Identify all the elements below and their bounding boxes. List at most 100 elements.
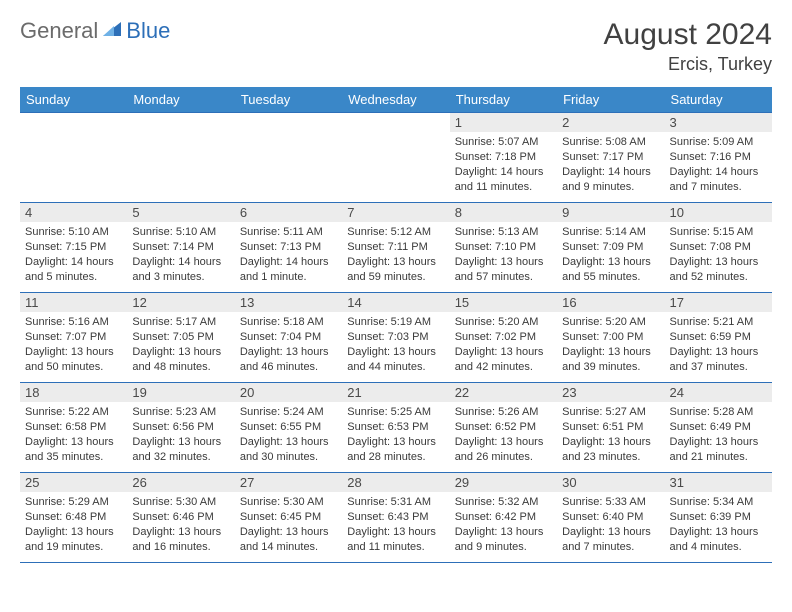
- day-number: 18: [20, 383, 127, 402]
- weekday-header: Tuesday: [235, 87, 342, 113]
- day-details: Sunrise: 5:08 AMSunset: 7:17 PMDaylight:…: [557, 132, 664, 196]
- calendar-row: 18Sunrise: 5:22 AMSunset: 6:58 PMDayligh…: [20, 383, 772, 473]
- calendar-cell: 16Sunrise: 5:20 AMSunset: 7:00 PMDayligh…: [557, 293, 664, 383]
- day-number: 24: [665, 383, 772, 402]
- calendar-cell: 23Sunrise: 5:27 AMSunset: 6:51 PMDayligh…: [557, 383, 664, 473]
- day-number: 13: [235, 293, 342, 312]
- calendar-cell: 7Sunrise: 5:12 AMSunset: 7:11 PMDaylight…: [342, 203, 449, 293]
- day-number: 2: [557, 113, 664, 132]
- weekday-header: Sunday: [20, 87, 127, 113]
- day-number: 5: [127, 203, 234, 222]
- weekday-header-row: Sunday Monday Tuesday Wednesday Thursday…: [20, 87, 772, 113]
- day-details: Sunrise: 5:12 AMSunset: 7:11 PMDaylight:…: [342, 222, 449, 286]
- day-number: 27: [235, 473, 342, 492]
- day-number: 21: [342, 383, 449, 402]
- calendar-cell: 29Sunrise: 5:32 AMSunset: 6:42 PMDayligh…: [450, 473, 557, 563]
- day-details: Sunrise: 5:11 AMSunset: 7:13 PMDaylight:…: [235, 222, 342, 286]
- calendar-cell: 28Sunrise: 5:31 AMSunset: 6:43 PMDayligh…: [342, 473, 449, 563]
- day-details: Sunrise: 5:10 AMSunset: 7:14 PMDaylight:…: [127, 222, 234, 286]
- day-details: Sunrise: 5:16 AMSunset: 7:07 PMDaylight:…: [20, 312, 127, 376]
- day-number: 31: [665, 473, 772, 492]
- title-block: August 2024 Ercis, Turkey: [604, 18, 772, 75]
- day-number: 11: [20, 293, 127, 312]
- calendar-cell: 19Sunrise: 5:23 AMSunset: 6:56 PMDayligh…: [127, 383, 234, 473]
- calendar-cell: 13Sunrise: 5:18 AMSunset: 7:04 PMDayligh…: [235, 293, 342, 383]
- location: Ercis, Turkey: [604, 54, 772, 75]
- calendar-cell: [20, 113, 127, 203]
- calendar-cell: 26Sunrise: 5:30 AMSunset: 6:46 PMDayligh…: [127, 473, 234, 563]
- day-details: Sunrise: 5:13 AMSunset: 7:10 PMDaylight:…: [450, 222, 557, 286]
- day-number: 25: [20, 473, 127, 492]
- calendar-cell: 12Sunrise: 5:17 AMSunset: 7:05 PMDayligh…: [127, 293, 234, 383]
- day-details: Sunrise: 5:22 AMSunset: 6:58 PMDaylight:…: [20, 402, 127, 466]
- calendar-cell: 24Sunrise: 5:28 AMSunset: 6:49 PMDayligh…: [665, 383, 772, 473]
- calendar-body: 1Sunrise: 5:07 AMSunset: 7:18 PMDaylight…: [20, 113, 772, 563]
- calendar-cell: 31Sunrise: 5:34 AMSunset: 6:39 PMDayligh…: [665, 473, 772, 563]
- weekday-header: Friday: [557, 87, 664, 113]
- brand-triangle-icon: [103, 20, 123, 43]
- day-number: 17: [665, 293, 772, 312]
- day-details: Sunrise: 5:18 AMSunset: 7:04 PMDaylight:…: [235, 312, 342, 376]
- day-details: Sunrise: 5:21 AMSunset: 6:59 PMDaylight:…: [665, 312, 772, 376]
- day-details: Sunrise: 5:25 AMSunset: 6:53 PMDaylight:…: [342, 402, 449, 466]
- day-number: 8: [450, 203, 557, 222]
- day-details: Sunrise: 5:09 AMSunset: 7:16 PMDaylight:…: [665, 132, 772, 196]
- calendar-cell: 30Sunrise: 5:33 AMSunset: 6:40 PMDayligh…: [557, 473, 664, 563]
- day-details: Sunrise: 5:30 AMSunset: 6:46 PMDaylight:…: [127, 492, 234, 556]
- calendar-cell: 20Sunrise: 5:24 AMSunset: 6:55 PMDayligh…: [235, 383, 342, 473]
- calendar-row: 1Sunrise: 5:07 AMSunset: 7:18 PMDaylight…: [20, 113, 772, 203]
- calendar-cell: [342, 113, 449, 203]
- calendar-cell: 22Sunrise: 5:26 AMSunset: 6:52 PMDayligh…: [450, 383, 557, 473]
- day-details: Sunrise: 5:10 AMSunset: 7:15 PMDaylight:…: [20, 222, 127, 286]
- day-details: Sunrise: 5:20 AMSunset: 7:02 PMDaylight:…: [450, 312, 557, 376]
- calendar-cell: 5Sunrise: 5:10 AMSunset: 7:14 PMDaylight…: [127, 203, 234, 293]
- day-number: 15: [450, 293, 557, 312]
- brand-text-2: Blue: [126, 18, 170, 44]
- day-details: Sunrise: 5:31 AMSunset: 6:43 PMDaylight:…: [342, 492, 449, 556]
- day-number: 10: [665, 203, 772, 222]
- calendar-cell: 15Sunrise: 5:20 AMSunset: 7:02 PMDayligh…: [450, 293, 557, 383]
- month-title: August 2024: [604, 18, 772, 52]
- calendar-cell: 25Sunrise: 5:29 AMSunset: 6:48 PMDayligh…: [20, 473, 127, 563]
- day-details: Sunrise: 5:33 AMSunset: 6:40 PMDaylight:…: [557, 492, 664, 556]
- weekday-header: Monday: [127, 87, 234, 113]
- calendar-cell: 18Sunrise: 5:22 AMSunset: 6:58 PMDayligh…: [20, 383, 127, 473]
- brand-text-1: General: [20, 18, 98, 44]
- weekday-header: Saturday: [665, 87, 772, 113]
- day-number: 20: [235, 383, 342, 402]
- brand-logo: General Blue: [20, 18, 170, 44]
- day-number: 29: [450, 473, 557, 492]
- calendar-row: 25Sunrise: 5:29 AMSunset: 6:48 PMDayligh…: [20, 473, 772, 563]
- day-details: Sunrise: 5:28 AMSunset: 6:49 PMDaylight:…: [665, 402, 772, 466]
- day-number: 7: [342, 203, 449, 222]
- calendar-cell: 8Sunrise: 5:13 AMSunset: 7:10 PMDaylight…: [450, 203, 557, 293]
- day-details: Sunrise: 5:15 AMSunset: 7:08 PMDaylight:…: [665, 222, 772, 286]
- header: General Blue August 2024 Ercis, Turkey: [20, 18, 772, 75]
- day-number: 14: [342, 293, 449, 312]
- day-details: Sunrise: 5:20 AMSunset: 7:00 PMDaylight:…: [557, 312, 664, 376]
- day-number: 26: [127, 473, 234, 492]
- day-details: Sunrise: 5:26 AMSunset: 6:52 PMDaylight:…: [450, 402, 557, 466]
- day-number: 30: [557, 473, 664, 492]
- day-details: Sunrise: 5:17 AMSunset: 7:05 PMDaylight:…: [127, 312, 234, 376]
- calendar-row: 4Sunrise: 5:10 AMSunset: 7:15 PMDaylight…: [20, 203, 772, 293]
- day-number: 12: [127, 293, 234, 312]
- calendar-cell: 2Sunrise: 5:08 AMSunset: 7:17 PMDaylight…: [557, 113, 664, 203]
- calendar-cell: 10Sunrise: 5:15 AMSunset: 7:08 PMDayligh…: [665, 203, 772, 293]
- day-details: Sunrise: 5:14 AMSunset: 7:09 PMDaylight:…: [557, 222, 664, 286]
- weekday-header: Thursday: [450, 87, 557, 113]
- day-details: Sunrise: 5:23 AMSunset: 6:56 PMDaylight:…: [127, 402, 234, 466]
- day-details: Sunrise: 5:30 AMSunset: 6:45 PMDaylight:…: [235, 492, 342, 556]
- day-number: 22: [450, 383, 557, 402]
- weekday-header: Wednesday: [342, 87, 449, 113]
- calendar-cell: 3Sunrise: 5:09 AMSunset: 7:16 PMDaylight…: [665, 113, 772, 203]
- day-number: 6: [235, 203, 342, 222]
- calendar-cell: 27Sunrise: 5:30 AMSunset: 6:45 PMDayligh…: [235, 473, 342, 563]
- calendar-cell: 11Sunrise: 5:16 AMSunset: 7:07 PMDayligh…: [20, 293, 127, 383]
- day-details: Sunrise: 5:34 AMSunset: 6:39 PMDaylight:…: [665, 492, 772, 556]
- day-number: 23: [557, 383, 664, 402]
- calendar-cell: 17Sunrise: 5:21 AMSunset: 6:59 PMDayligh…: [665, 293, 772, 383]
- day-details: Sunrise: 5:27 AMSunset: 6:51 PMDaylight:…: [557, 402, 664, 466]
- day-number: 3: [665, 113, 772, 132]
- day-details: Sunrise: 5:07 AMSunset: 7:18 PMDaylight:…: [450, 132, 557, 196]
